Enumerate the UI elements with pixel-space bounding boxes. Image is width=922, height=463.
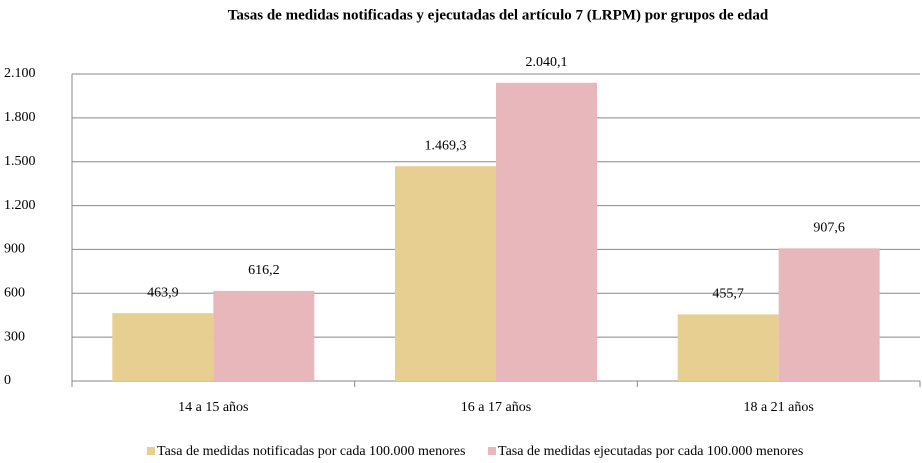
y-tick-label: 600 — [4, 286, 25, 301]
x-tick-label: 14 a 15 años — [178, 400, 248, 415]
bar — [778, 248, 880, 381]
legend-swatch — [147, 447, 155, 455]
value-label: 1.469,3 — [425, 138, 467, 153]
bar — [496, 82, 597, 382]
legend-label: Tasa de medidas notificadas por cada 100… — [157, 444, 465, 459]
bar — [213, 290, 315, 381]
y-tick-label: 900 — [4, 242, 25, 257]
legend-label: Tasa de medidas ejecutadas por cada 100.… — [498, 444, 803, 459]
chart-title: Tasas de medidas notificadas y ejecutada… — [228, 7, 769, 23]
value-label: 616,2 — [248, 263, 280, 278]
x-tick-label: 16 a 17 años — [461, 400, 531, 415]
value-label: 455,7 — [712, 287, 744, 302]
y-tick-label: 1.500 — [4, 154, 36, 169]
y-tick-label: 0 — [4, 373, 11, 388]
value-label: 2.040,1 — [526, 55, 568, 70]
y-tick-label: 1.200 — [4, 198, 36, 213]
bar — [395, 166, 496, 381]
value-label: 463,9 — [147, 285, 179, 300]
legend-swatch — [488, 447, 496, 455]
y-tick-label: 2.100 — [4, 66, 36, 81]
y-tick-label: 300 — [4, 329, 25, 344]
value-label: 907,6 — [813, 221, 845, 236]
x-tick-label: 18 a 21 años — [743, 400, 813, 415]
bar — [677, 314, 779, 381]
bar — [112, 313, 214, 381]
y-tick-label: 1.800 — [4, 110, 36, 125]
